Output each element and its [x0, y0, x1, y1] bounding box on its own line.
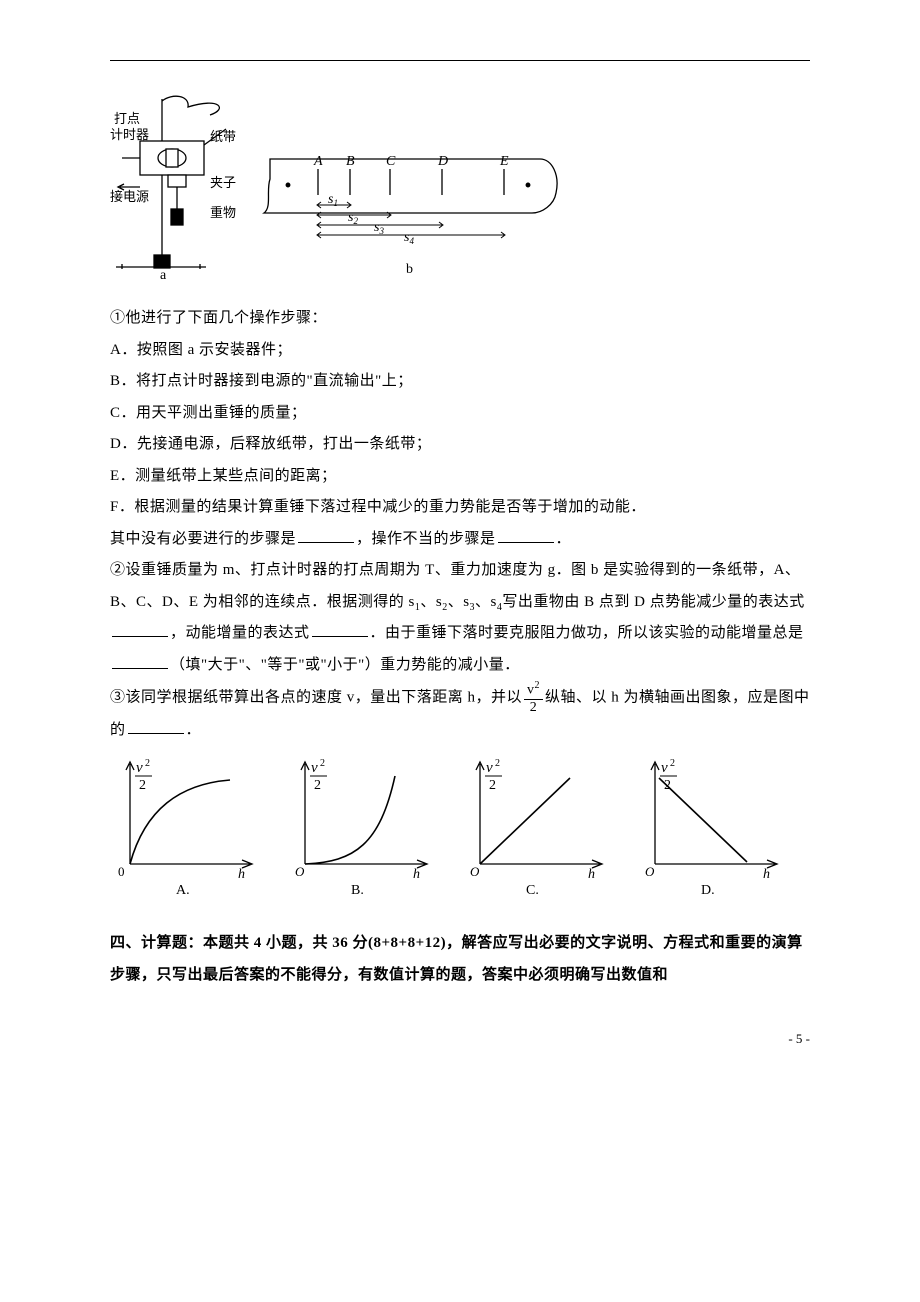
- graph-options: v 2 2 0 h A. O h B. O h C. O h: [110, 754, 810, 904]
- figure-apparatus-tape: 打点 计时器 纸带 接电源 夹子 重物 a A B C: [110, 89, 810, 279]
- blank-wrong-step[interactable]: [498, 528, 554, 543]
- blank-ke-expr[interactable]: [312, 622, 368, 637]
- svg-text:接电源: 接电源: [110, 189, 149, 204]
- svg-text:s4: s4: [404, 230, 414, 246]
- blank-compare[interactable]: [112, 654, 168, 669]
- blank-graph-choice[interactable]: [128, 719, 184, 734]
- q3-part1: ③该同学根据纸带算出各点的速度 v，量出下落距离 h，并以: [110, 689, 522, 705]
- step-a: A．按照图 a 示安装器件；: [110, 335, 810, 367]
- svg-text:B: B: [346, 154, 355, 169]
- svg-text:C.: C.: [526, 883, 539, 898]
- q3-block: ③该同学根据纸带算出各点的速度 v，量出下落距离 h，并以v22纵轴、以 h 为…: [110, 681, 810, 746]
- q1-text-c: ．: [556, 531, 572, 547]
- q2-sep3: 、s: [475, 594, 497, 610]
- q2-part5: （填"大于"、"等于"或"小于"）重力势能的减小量．: [170, 657, 520, 673]
- step-e: E．测量纸带上某些点间的距离；: [110, 461, 810, 493]
- svg-text:D.: D.: [701, 883, 715, 898]
- svg-text:夹子: 夹子: [210, 175, 236, 190]
- header-rule: [110, 60, 810, 61]
- q3-part3: ．: [186, 722, 202, 738]
- step-d: D．先接通电源，后释放纸带，打出一条纸带；: [110, 429, 810, 461]
- graphs-svg: v 2 2 0 h A. O h B. O h C. O h: [110, 754, 810, 904]
- svg-text:A.: A.: [176, 883, 190, 898]
- svg-text:A: A: [313, 154, 323, 169]
- page-number: - 5 -: [110, 1031, 810, 1047]
- svg-text:O: O: [470, 864, 480, 879]
- svg-text:0: 0: [118, 864, 125, 879]
- svg-text:D: D: [437, 154, 448, 169]
- section-4-heading: 四、计算题：本题共 4 小题，共 36 分(8+8+8+12)，解答应写出必要的…: [110, 928, 810, 991]
- step-intro: ①他进行了下面几个操作步骤：: [110, 303, 810, 335]
- step-b: B．将打点计时器接到电源的"直流输出"上；: [110, 366, 810, 398]
- svg-text:s3: s3: [374, 220, 384, 236]
- svg-text:s1: s1: [328, 192, 338, 208]
- svg-text:O: O: [645, 864, 655, 879]
- svg-text:O: O: [295, 864, 305, 879]
- step-f: F．根据测量的结果计算重锤下落过程中减少的重力势能是否等于增加的动能．: [110, 492, 810, 524]
- q2-part2: 写出重物由 B 点到 D 点势能减少量的表达式: [502, 594, 804, 610]
- step-c: C．用天平测出重锤的质量；: [110, 398, 810, 430]
- svg-text:h: h: [238, 867, 245, 882]
- apparatus-svg: 打点 计时器 纸带 接电源 夹子 重物 a A B C: [110, 89, 570, 279]
- svg-text:重物: 重物: [210, 205, 236, 220]
- q1-text-a: 其中没有必要进行的步骤是: [110, 531, 296, 547]
- svg-text:C: C: [386, 154, 396, 169]
- q2-sep2: 、s: [448, 594, 470, 610]
- svg-text:打点: 打点: [114, 111, 140, 126]
- svg-text:纸带: 纸带: [210, 129, 236, 144]
- q2-part4: ．由于重锤下落时要克服阻力做功，所以该实验的动能增量总是: [370, 625, 804, 641]
- svg-text:E: E: [499, 154, 509, 169]
- q2-part3: ，动能增量的表达式: [170, 625, 310, 641]
- svg-text:b: b: [406, 262, 413, 277]
- q1-line: 其中没有必要进行的步骤是 ，操作不当的步骤是 ．: [110, 524, 810, 556]
- q1-text-b: ，操作不当的步骤是: [356, 531, 496, 547]
- q2-sep1: 、s: [420, 594, 442, 610]
- fraction-v2-over-2: v22: [524, 681, 543, 715]
- svg-text:a: a: [160, 268, 167, 279]
- svg-text:B.: B.: [351, 883, 364, 898]
- svg-text:计时器: 计时器: [110, 127, 149, 142]
- q2-block: ②设重锤质量为 m、打点计时器的打点周期为 T、重力加速度为 g．图 b 是实验…: [110, 555, 810, 681]
- blank-pe-expr[interactable]: [112, 622, 168, 637]
- blank-unnecessary-step[interactable]: [298, 528, 354, 543]
- svg-text:h: h: [413, 867, 420, 882]
- svg-text:h: h: [588, 867, 595, 882]
- svg-text:h: h: [763, 867, 770, 882]
